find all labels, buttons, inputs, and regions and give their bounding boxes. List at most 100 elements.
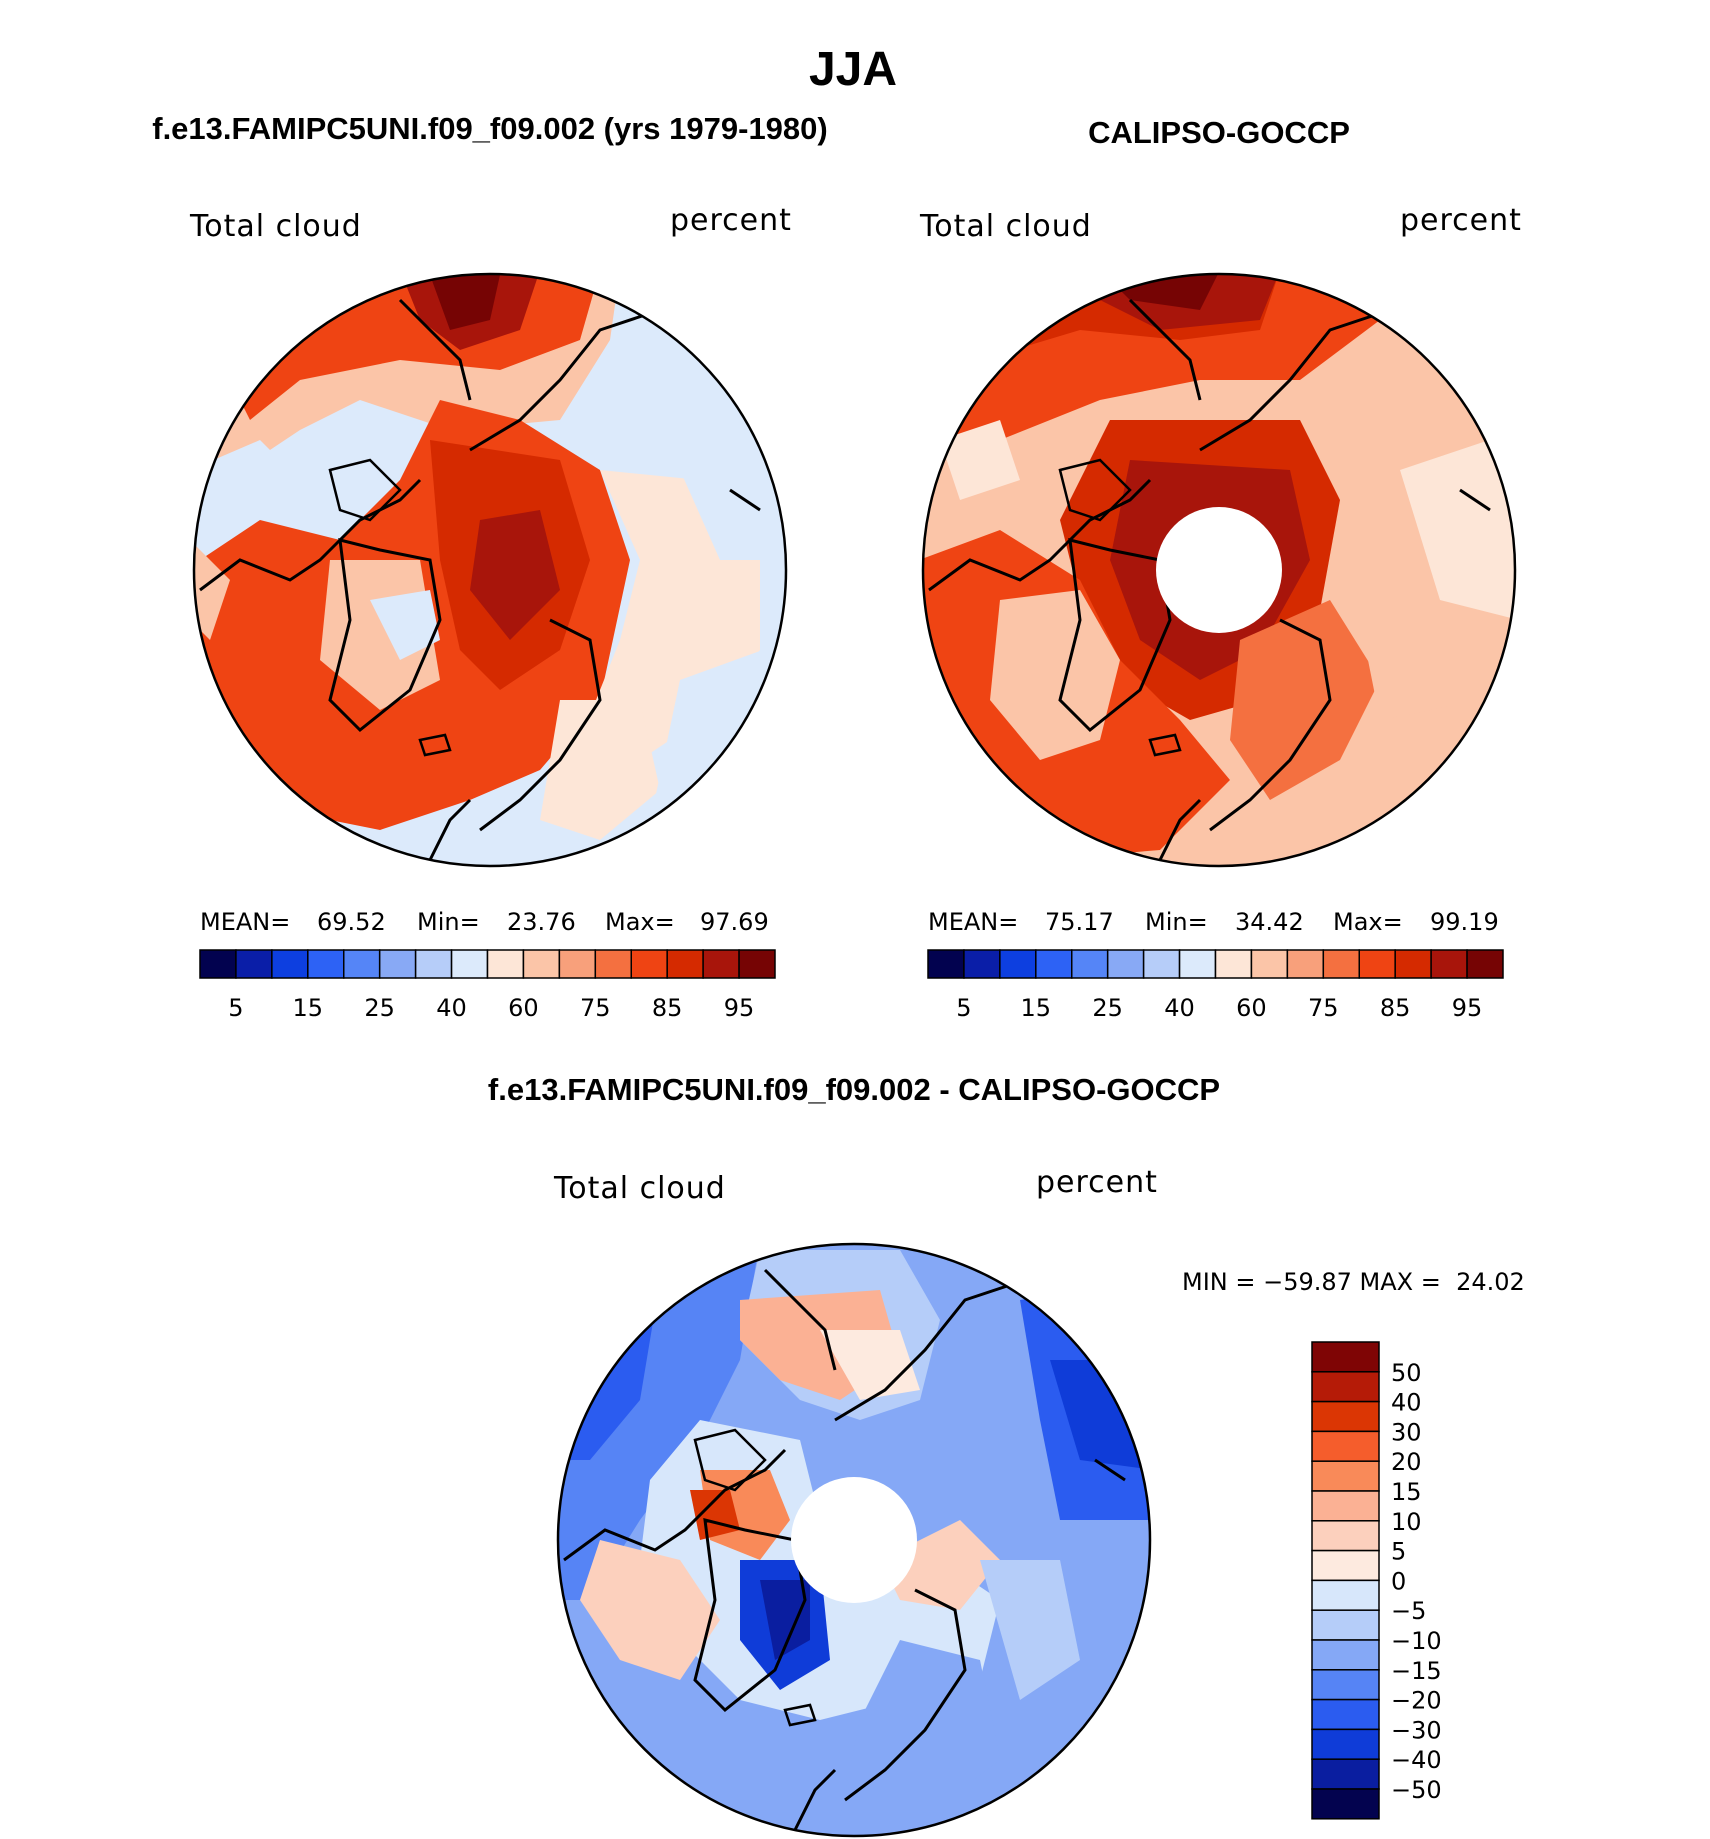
obs-colorbar-bin [1106,949,1145,979]
diff-pole-hole [791,1477,917,1603]
obs-colorbar-bin [1466,949,1504,979]
diff-colorbar-bin [1311,1579,1380,1611]
model-colorbar-bin [271,949,309,979]
model-colorbar: 5 15 25 40 60 75 85 95 [199,949,776,1022]
model-min-value: 23.76 [507,908,576,936]
model-colorbar-tick-label: 60 [508,994,539,1022]
diff-polar-map [556,1242,1152,1838]
diff-colorbar-tick-label: −5 [1391,1597,1426,1625]
diff-colorbar-tick-label: −30 [1391,1716,1442,1744]
obs-colorbar-tick-label: 85 [1380,994,1411,1022]
obs-colorbar-bin [1286,949,1325,979]
panel-title-diff: f.e13.FAMIPC5UNI.f09_f09.002 - CALIPSO-G… [488,1072,1220,1107]
model-colorbar-tick-label: 95 [724,994,755,1022]
model-colorbar-bin [450,949,489,979]
obs-colorbar-bin [1214,949,1253,979]
obs-units-label: percent [1400,203,1522,238]
model-colorbar-bin [522,949,561,979]
obs-mean-value: 75.17 [1045,908,1114,936]
obs-colorbar-bin [999,949,1037,979]
diff-colorbar-bin [1311,1490,1380,1522]
diff-units-label: percent [1036,1165,1158,1200]
model-polar-map [192,272,788,868]
diff-colorbar-tick-label: −40 [1391,1746,1442,1774]
obs-colorbar-tick-label: 25 [1092,994,1123,1022]
diff-colorbar-bin [1311,1788,1380,1820]
diff-colorbar-bin [1311,1758,1380,1790]
diff-colorbar-tick-label: 20 [1391,1448,1422,1476]
model-colorbar-tick-label: 40 [436,994,467,1022]
model-colorbar-bin [666,949,704,979]
model-colorbar-tick-label: 5 [228,994,243,1022]
diff-colorbar-bin [1311,1728,1380,1760]
diff-variable-label: Total cloud [553,1171,726,1206]
model-mean-value: 69.52 [317,908,386,936]
model-colorbar-bin [235,949,273,979]
model-stats: MEAN= 69.52 Min= 23.76 Max= 97.69 [200,908,769,936]
model-colorbar-bin [702,949,740,979]
obs-max-value: 99.19 [1430,908,1499,936]
diff-colorbar-tick-label: 15 [1391,1478,1422,1506]
model-colorbar-bin [414,949,453,979]
diff-colorbar-bin [1311,1609,1380,1641]
diff-colorbar-tick-label: −50 [1391,1776,1442,1804]
diff-colorbar-bin [1311,1639,1380,1671]
diff-colorbar-tick-label: 5 [1391,1538,1406,1566]
model-colorbar-bin [630,949,668,979]
obs-mean-label: MEAN= [928,908,1018,936]
diff-colorbar-bin [1311,1698,1380,1731]
diff-colorbar-bin [1311,1549,1380,1582]
model-colorbar-bin [307,949,345,979]
obs-min-value: 34.42 [1235,908,1304,936]
obs-colorbar-tick-label: 95 [1452,994,1483,1022]
model-colorbar-bin [486,949,525,979]
obs-max-label: Max= [1333,908,1403,936]
diff-colorbar-bin [1311,1341,1380,1373]
model-colorbar-tick-label: 25 [364,994,395,1022]
model-variable-label: Total cloud [189,209,362,244]
model-colorbar-bin [738,949,776,979]
obs-stats: MEAN= 75.17 Min= 34.42 Max= 99.19 [928,908,1499,936]
diff-colorbar-bin [1311,1520,1380,1552]
model-units-label: percent [670,203,792,238]
diff-colorbar-tick-label: 0 [1391,1567,1406,1595]
obs-colorbar-bin [1178,949,1217,979]
obs-colorbar-bin [1358,949,1396,979]
diff-colorbar-tick-label: −15 [1391,1657,1442,1685]
model-colorbar-tick-label: 85 [652,994,683,1022]
diff-colorbar-tick-label: 10 [1391,1508,1422,1536]
obs-colorbar-bin [1322,949,1360,979]
diff-colorbar-tick-label: −10 [1391,1627,1442,1655]
obs-variable-label: Total cloud [919,209,1092,244]
main-title: JJA [809,43,897,96]
model-colorbar-bin [378,949,417,979]
obs-colorbar-tick-label: 75 [1308,994,1339,1022]
model-colorbar-tick-label: 75 [580,994,611,1022]
obs-pole-hole [1156,507,1282,633]
panel-title-obs: CALIPSO-GOCCP [1088,115,1350,150]
model-colorbar-bin [558,949,597,979]
obs-colorbar-bin [1430,949,1468,979]
obs-colorbar-tick-label: 60 [1236,994,1267,1022]
obs-colorbar-bin [1035,949,1073,979]
obs-colorbar-bin [1071,949,1109,979]
model-colorbar-bin [343,949,381,979]
diff-colorbar-tick-label: −20 [1391,1687,1442,1715]
model-min-label: Min= [417,908,480,936]
diff-colorbar-bin [1311,1400,1380,1433]
obs-colorbar-tick-label: 15 [1021,994,1052,1022]
diff-colorbar-bin [1311,1669,1380,1701]
obs-colorbar-bin [927,949,965,979]
diff-colorbar-bin [1311,1371,1380,1403]
obs-colorbar-bin [1142,949,1181,979]
obs-polar-map [921,272,1517,868]
diff-min-max: MIN = −59.87 MAX = 24.02 [1182,1268,1525,1296]
model-colorbar-bin [199,949,237,979]
model-colorbar-bin [594,949,632,979]
obs-colorbar: 5 15 25 40 60 75 85 95 [927,949,1504,1022]
obs-colorbar-tick-label: 40 [1164,994,1195,1022]
diff-colorbar-bin [1311,1460,1380,1492]
diff-colorbar-tick-label: 50 [1391,1359,1422,1387]
